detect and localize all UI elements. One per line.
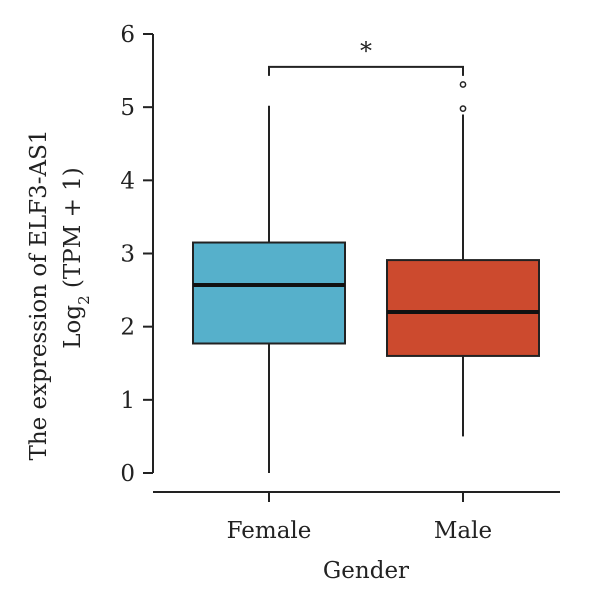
x-axis: Female Male — [153, 491, 560, 544]
y-tick-label: 1 — [120, 388, 135, 414]
y-axis-title-log: Log — [60, 305, 86, 349]
y-tick-label: 4 — [120, 168, 135, 194]
y-tick-label: 2 — [120, 315, 135, 341]
x-tick-label: Female — [227, 518, 312, 544]
box-female — [192, 105, 346, 473]
y-tick-label: 5 — [120, 95, 135, 121]
boxes — [192, 81, 540, 473]
x-tick-label: Male — [434, 518, 492, 544]
significance-label: * — [360, 37, 372, 65]
y-axis-title-line1: The expression of ELF3-AS1 — [26, 129, 52, 460]
y-tick-label: 6 — [120, 22, 135, 48]
y-axis: 0 1 2 3 4 5 6 — [120, 22, 154, 487]
outlier-point — [459, 81, 467, 88]
box-iqr — [192, 241, 346, 345]
y-axis-title-unit: (TPM + 1) — [60, 167, 86, 295]
y-axis-title-sub: 2 — [75, 295, 93, 305]
box-male — [386, 81, 540, 437]
box-iqr — [386, 259, 540, 357]
y-axis-title-line2: Log2 (TPM + 1) — [60, 167, 93, 349]
outlier-point — [459, 105, 467, 112]
bracket-line — [268, 65, 464, 76]
y-tick-label: 0 — [120, 461, 135, 487]
significance-bracket: * — [268, 37, 464, 76]
x-axis-title: Gender — [323, 558, 409, 584]
y-tick-label: 3 — [120, 242, 135, 268]
